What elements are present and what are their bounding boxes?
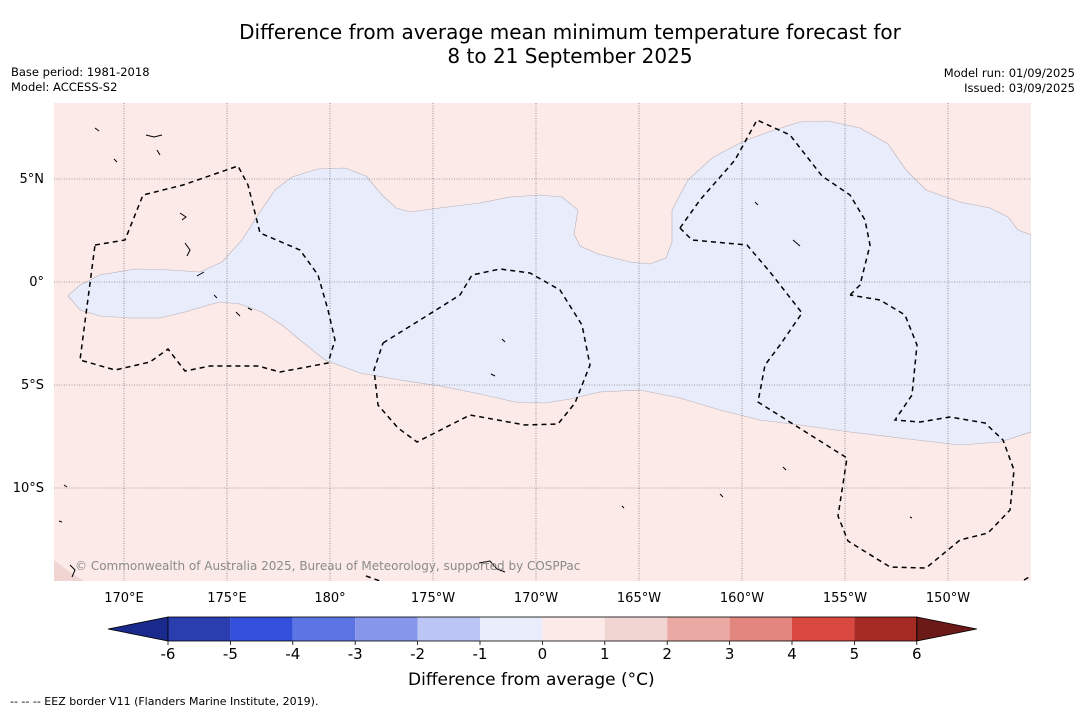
colorbar-bin [292, 617, 356, 641]
eez-border-central [373, 268, 591, 443]
colorbar-tick-label: 0 [538, 645, 548, 663]
colorbar-tick-label: 6 [912, 645, 922, 663]
colorbar-extend-high [916, 616, 977, 642]
lon-label-170e: 170°E [104, 591, 144, 606]
lat-label-0: 0° [29, 275, 44, 290]
colorbar-bin [417, 617, 480, 641]
colorbar-bin [542, 617, 605, 641]
colorbar-extend-low [107, 616, 169, 642]
colorbar-tick-label: -3 [348, 645, 363, 663]
islands [58, 127, 913, 578]
colorbar-tick-label: 1 [600, 645, 610, 663]
lon-label-170w: 170°W [514, 591, 558, 606]
cool-anomaly-region [67, 120, 1031, 446]
model-run-text: Model run: 01/09/2025 [943, 66, 1075, 80]
lat-label-10s: 10°S [13, 481, 44, 496]
graticule [54, 103, 1031, 581]
colorbar-bin [604, 617, 668, 641]
eez-border-east-south [679, 227, 1015, 569]
colorbar-tick-label: 2 [662, 645, 672, 663]
colorbar-tick-label: 3 [725, 645, 735, 663]
colorbar-bin [667, 617, 730, 641]
metadata-left: Base period: 1981-2018 Model: ACCESS-S2 [11, 65, 150, 95]
colorbar-bin [729, 617, 792, 641]
eez-legend-footnote: -- -- -- EEZ border V11 (Flanders Marine… [10, 695, 319, 708]
lat-label-5s: 5°S [21, 378, 44, 393]
eez-borders [79, 119, 1031, 581]
lon-label-180: 180° [314, 591, 345, 606]
lon-label-150w: 150°W [926, 591, 970, 606]
colorbar-tick-label: -5 [223, 645, 238, 663]
eez-border-west [79, 165, 336, 373]
colorbar-bin [480, 617, 543, 641]
title-line-2: 8 to 21 September 2025 [447, 44, 693, 68]
colorbar-tick-label: 5 [850, 645, 860, 663]
lat-label-5n: 5°N [20, 172, 45, 187]
chart-title: Difference from average mean minimum tem… [0, 20, 1085, 68]
model-text: Model: ACCESS-S2 [11, 80, 118, 94]
warm-patch [54, 560, 84, 581]
title-line-1: Difference from average mean minimum tem… [239, 20, 901, 44]
colorbar-tick-label: 4 [787, 645, 797, 663]
lon-label-160w: 160°W [720, 591, 764, 606]
lon-label-155w: 155°W [823, 591, 867, 606]
colorbar-bin [355, 617, 418, 641]
colorbar-bin [792, 617, 855, 641]
lon-label-175e: 175°E [207, 591, 247, 606]
issued-text: Issued: 03/09/2025 [964, 81, 1075, 95]
colorbar: -6 -5 -4 -3 -2 -1 0 1 2 3 4 5 6 [107, 616, 977, 663]
colorbar-tick-label: -4 [285, 645, 300, 663]
colorbar-tick-label: -6 [161, 645, 176, 663]
colorbar-bin [168, 617, 231, 641]
colorbar-bin [230, 617, 293, 641]
eez-border-south-edge [365, 575, 1031, 581]
metadata-right: Model run: 01/09/2025 Issued: 03/09/2025 [944, 66, 1075, 96]
colorbar-bin [854, 617, 917, 641]
base-period-text: Base period: 1981-2018 [11, 65, 150, 79]
lon-label-175w: 175°W [411, 591, 455, 606]
copyright-text: © Commonwealth of Australia 2025, Bureau… [75, 559, 580, 573]
colorbar-label: Difference from average (°C) [408, 670, 655, 690]
lon-label-165w: 165°W [617, 591, 661, 606]
colorbar-tick-label: -1 [473, 645, 488, 663]
colorbar-tick-label: -2 [410, 645, 425, 663]
